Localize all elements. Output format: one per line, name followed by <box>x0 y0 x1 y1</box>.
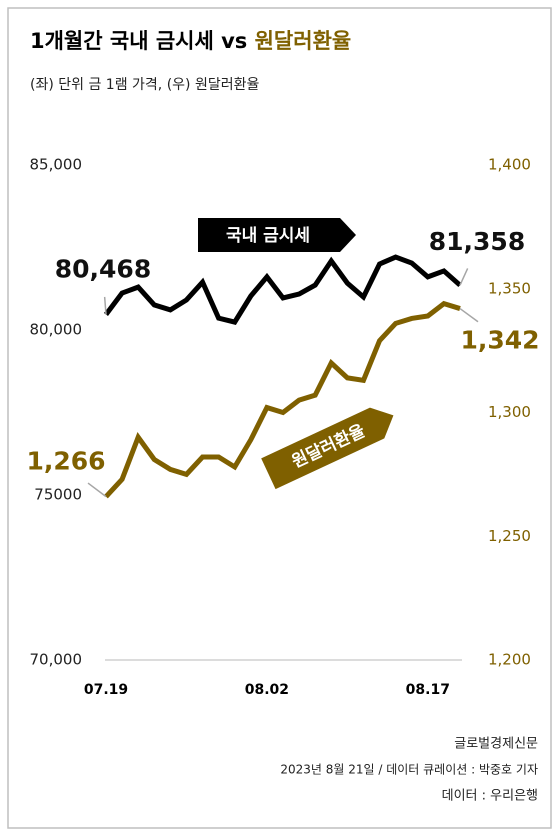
y2-tick-label: 1,350 <box>488 279 531 297</box>
series-line <box>104 300 461 499</box>
footer-text: 2023년 8월 21일 / 데이터 큐레이션 : 박중호 기자 <box>280 763 538 777</box>
x-tick-label: 07.19 <box>84 682 128 698</box>
data-label: 1,266 <box>26 447 105 476</box>
frame <box>7 7 552 829</box>
data-label: 80,468 <box>55 255 151 284</box>
label-leader <box>103 296 107 315</box>
x-tick-label: 08.02 <box>245 682 289 698</box>
y2-tick-label: 1,250 <box>488 527 531 545</box>
y2-tick-label: 1,300 <box>488 403 531 421</box>
chart-title: 1개월간 국내 금시세 vs 원달러환율 <box>30 29 351 53</box>
title-text: 1개월간 국내 금시세 vs <box>30 29 247 53</box>
label-leader <box>459 307 479 323</box>
series-banner <box>198 218 356 252</box>
data-label: 81,358 <box>429 227 525 256</box>
y2-tick-label: 1,400 <box>488 156 531 174</box>
label-leader <box>459 268 469 286</box>
y-tick-label: 80,000 <box>30 321 83 339</box>
chart-subtitle: (좌) 단위 금 1램 가격, (우) 원달러환율 <box>30 77 259 93</box>
series-banner <box>261 407 394 490</box>
y2-tick-label: 1,200 <box>488 651 531 669</box>
y-tick-label: 75000 <box>34 486 82 504</box>
data-label: 1,342 <box>460 326 539 355</box>
y-tick-label: 85,000 <box>30 156 83 174</box>
x-tick-label: 08.17 <box>406 682 450 698</box>
footer-text: 글로벌경제신문 <box>454 737 538 752</box>
label-leader <box>87 482 107 498</box>
legend-label: 국내 금시세 <box>226 226 310 246</box>
series-line <box>103 254 462 325</box>
title-highlight: 원달러환율 <box>255 29 352 53</box>
footer-text: 데이터 : 우리은행 <box>442 788 538 804</box>
y-tick-label: 70,000 <box>30 651 83 669</box>
